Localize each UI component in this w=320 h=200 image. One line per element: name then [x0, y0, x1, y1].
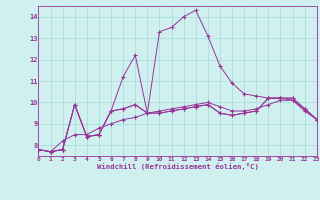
X-axis label: Windchill (Refroidissement éolien,°C): Windchill (Refroidissement éolien,°C) [97, 163, 259, 170]
